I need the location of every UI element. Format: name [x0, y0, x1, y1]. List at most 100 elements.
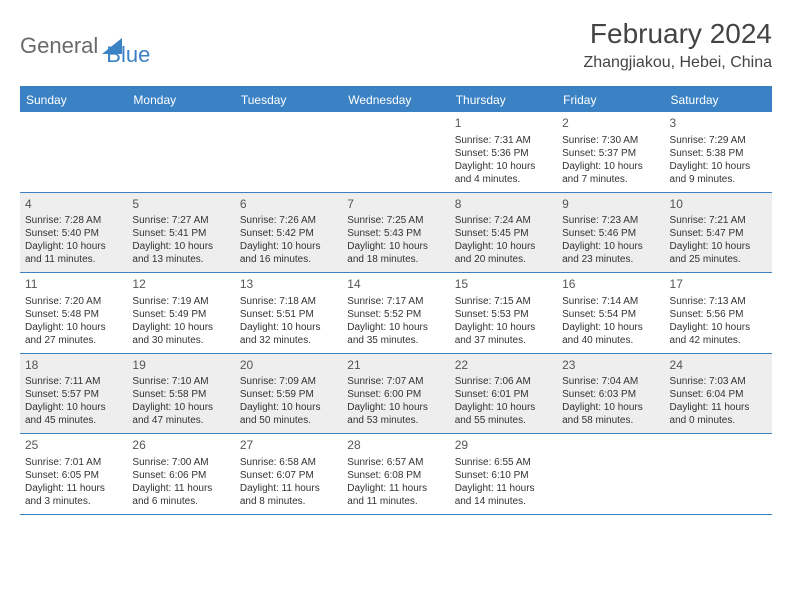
sunset-text: Sunset: 6:06 PM: [132, 469, 229, 482]
day-number: 18: [25, 358, 122, 374]
sunrise-text: Sunrise: 7:00 AM: [132, 456, 229, 469]
daylight-text: and 20 minutes.: [455, 253, 552, 266]
daylight-text: Daylight: 11 hours: [455, 482, 552, 495]
daylight-text: and 3 minutes.: [25, 495, 122, 508]
sunset-text: Sunset: 6:07 PM: [240, 469, 337, 482]
daylight-text: and 37 minutes.: [455, 334, 552, 347]
daylight-text: Daylight: 10 hours: [240, 401, 337, 414]
sunrise-text: Sunrise: 7:01 AM: [25, 456, 122, 469]
sunrise-text: Sunrise: 7:09 AM: [240, 375, 337, 388]
week-row: 25Sunrise: 7:01 AMSunset: 6:05 PMDayligh…: [20, 434, 772, 515]
daylight-text: and 8 minutes.: [240, 495, 337, 508]
daylight-text: Daylight: 10 hours: [240, 240, 337, 253]
day-number: 19: [132, 358, 229, 374]
daylight-text: and 0 minutes.: [670, 414, 767, 427]
day-cell: 9Sunrise: 7:23 AMSunset: 5:46 PMDaylight…: [557, 193, 664, 273]
daylight-text: Daylight: 10 hours: [670, 240, 767, 253]
sunrise-text: Sunrise: 7:30 AM: [562, 134, 659, 147]
header: General Blue February 2024 Zhangjiakou, …: [20, 18, 772, 72]
sunset-text: Sunset: 5:58 PM: [132, 388, 229, 401]
daylight-text: Daylight: 11 hours: [25, 482, 122, 495]
daylight-text: Daylight: 11 hours: [347, 482, 444, 495]
day-cell: 8Sunrise: 7:24 AMSunset: 5:45 PMDaylight…: [450, 193, 557, 273]
sunset-text: Sunset: 5:45 PM: [455, 227, 552, 240]
daylight-text: and 6 minutes.: [132, 495, 229, 508]
day-number: 13: [240, 277, 337, 293]
day-number: 7: [347, 197, 444, 213]
daylight-text: and 47 minutes.: [132, 414, 229, 427]
sunset-text: Sunset: 5:48 PM: [25, 308, 122, 321]
day-number: 14: [347, 277, 444, 293]
day-cell: 19Sunrise: 7:10 AMSunset: 5:58 PMDayligh…: [127, 354, 234, 434]
daylight-text: and 4 minutes.: [455, 173, 552, 186]
daylight-text: and 40 minutes.: [562, 334, 659, 347]
title-block: February 2024 Zhangjiakou, Hebei, China: [583, 18, 772, 72]
sunset-text: Sunset: 6:03 PM: [562, 388, 659, 401]
month-title: February 2024: [583, 18, 772, 50]
week-row: 1Sunrise: 7:31 AMSunset: 5:36 PMDaylight…: [20, 112, 772, 193]
sunset-text: Sunset: 6:01 PM: [455, 388, 552, 401]
sunset-text: Sunset: 5:42 PM: [240, 227, 337, 240]
sunrise-text: Sunrise: 7:25 AM: [347, 214, 444, 227]
sunrise-text: Sunrise: 7:19 AM: [132, 295, 229, 308]
day-number: 27: [240, 438, 337, 454]
daylight-text: and 45 minutes.: [25, 414, 122, 427]
day-cell: 10Sunrise: 7:21 AMSunset: 5:47 PMDayligh…: [665, 193, 772, 273]
day-cell: 27Sunrise: 6:58 AMSunset: 6:07 PMDayligh…: [235, 434, 342, 514]
day-number: 28: [347, 438, 444, 454]
sunrise-text: Sunrise: 7:06 AM: [455, 375, 552, 388]
day-cell: 21Sunrise: 7:07 AMSunset: 6:00 PMDayligh…: [342, 354, 449, 434]
day-cell: 29Sunrise: 6:55 AMSunset: 6:10 PMDayligh…: [450, 434, 557, 514]
day-number: 8: [455, 197, 552, 213]
brand-part1: General: [20, 33, 98, 59]
day-number: 2: [562, 116, 659, 132]
sunset-text: Sunset: 5:51 PM: [240, 308, 337, 321]
day-number: 9: [562, 197, 659, 213]
day-header: Tuesday: [235, 88, 342, 112]
sunrise-text: Sunrise: 7:23 AM: [562, 214, 659, 227]
daylight-text: Daylight: 10 hours: [240, 321, 337, 334]
daylight-text: and 50 minutes.: [240, 414, 337, 427]
daylight-text: and 32 minutes.: [240, 334, 337, 347]
sunrise-text: Sunrise: 7:18 AM: [240, 295, 337, 308]
day-cell: 17Sunrise: 7:13 AMSunset: 5:56 PMDayligh…: [665, 273, 772, 353]
sunrise-text: Sunrise: 7:17 AM: [347, 295, 444, 308]
daylight-text: and 30 minutes.: [132, 334, 229, 347]
daylight-text: Daylight: 11 hours: [240, 482, 337, 495]
daylight-text: and 13 minutes.: [132, 253, 229, 266]
daylight-text: and 42 minutes.: [670, 334, 767, 347]
daylight-text: Daylight: 10 hours: [25, 240, 122, 253]
day-number: 22: [455, 358, 552, 374]
day-cell: 1Sunrise: 7:31 AMSunset: 5:36 PMDaylight…: [450, 112, 557, 192]
daylight-text: Daylight: 10 hours: [455, 160, 552, 173]
day-cell: 6Sunrise: 7:26 AMSunset: 5:42 PMDaylight…: [235, 193, 342, 273]
day-cell: 12Sunrise: 7:19 AMSunset: 5:49 PMDayligh…: [127, 273, 234, 353]
daylight-text: Daylight: 10 hours: [562, 321, 659, 334]
day-cell: 18Sunrise: 7:11 AMSunset: 5:57 PMDayligh…: [20, 354, 127, 434]
daylight-text: Daylight: 10 hours: [562, 401, 659, 414]
sunset-text: Sunset: 5:57 PM: [25, 388, 122, 401]
daylight-text: Daylight: 10 hours: [562, 160, 659, 173]
day-cell: 7Sunrise: 7:25 AMSunset: 5:43 PMDaylight…: [342, 193, 449, 273]
daylight-text: and 18 minutes.: [347, 253, 444, 266]
day-number: 24: [670, 358, 767, 374]
sunrise-text: Sunrise: 6:57 AM: [347, 456, 444, 469]
day-number: 25: [25, 438, 122, 454]
day-number: 1: [455, 116, 552, 132]
day-number: 16: [562, 277, 659, 293]
day-number: 11: [25, 277, 122, 293]
sunrise-text: Sunrise: 7:07 AM: [347, 375, 444, 388]
sunset-text: Sunset: 5:59 PM: [240, 388, 337, 401]
daylight-text: and 9 minutes.: [670, 173, 767, 186]
sunrise-text: Sunrise: 7:03 AM: [670, 375, 767, 388]
day-cell: 2Sunrise: 7:30 AMSunset: 5:37 PMDaylight…: [557, 112, 664, 192]
daylight-text: and 55 minutes.: [455, 414, 552, 427]
day-cell: 26Sunrise: 7:00 AMSunset: 6:06 PMDayligh…: [127, 434, 234, 514]
day-cell: 13 Sunrise: 7:18 AMSunset: 5:51 PMDayligh…: [235, 273, 342, 353]
day-cell: 14Sunrise: 7:17 AMSunset: 5:52 PMDayligh…: [342, 273, 449, 353]
daylight-text: and 14 minutes.: [455, 495, 552, 508]
day-number: 6: [240, 197, 337, 213]
day-cell: 23Sunrise: 7:04 AMSunset: 6:03 PMDayligh…: [557, 354, 664, 434]
daylight-text: Daylight: 10 hours: [132, 240, 229, 253]
daylight-text: Daylight: 11 hours: [132, 482, 229, 495]
